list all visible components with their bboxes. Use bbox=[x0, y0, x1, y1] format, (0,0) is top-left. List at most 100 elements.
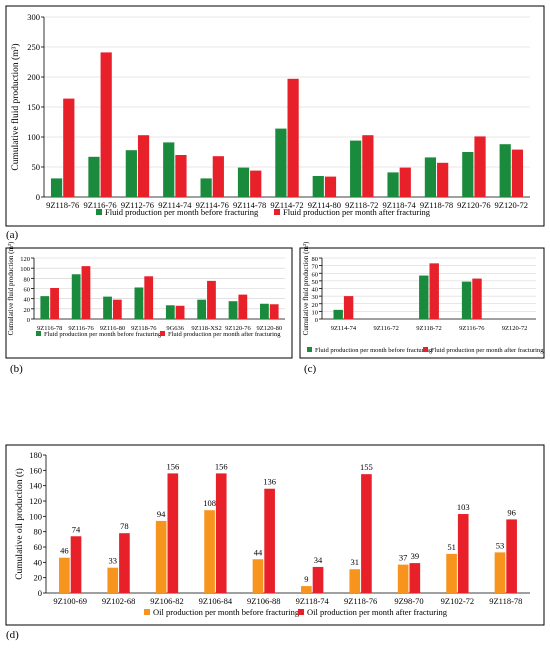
bar-a-s1-11 bbox=[474, 136, 486, 197]
bar-b-s0-5 bbox=[197, 299, 207, 319]
legend-swatch-b-0 bbox=[36, 331, 41, 336]
bar-a-s1-7 bbox=[324, 176, 337, 197]
data-label-d-s0-3: 108 bbox=[203, 498, 216, 508]
y-tick-label-b-3: 60 bbox=[24, 287, 31, 294]
bar-d-s1-1 bbox=[119, 533, 130, 593]
bar-b-s0-2 bbox=[103, 296, 112, 319]
bar-a-s0-1 bbox=[88, 156, 100, 197]
bar-d-s0-3 bbox=[204, 510, 215, 593]
bar-d-s0-2 bbox=[155, 520, 167, 593]
bar-b-s0-0 bbox=[40, 296, 50, 319]
bar-a-s1-2 bbox=[137, 135, 150, 197]
bar-b-s0-6 bbox=[228, 301, 238, 319]
chart-panel-b: 0 20 40 60 80 100 120 Cumulative fluid producti… bbox=[7, 241, 285, 338]
y-tick-label-c-2: 20 bbox=[312, 302, 319, 309]
bar-b-s1-1 bbox=[81, 266, 91, 319]
x-tick-label-d-1: 9Z102-68 bbox=[102, 596, 136, 606]
x-tick-label-b-6: 9Z120-76 bbox=[225, 325, 251, 332]
x-tick-label-d-2: 9Z106-82 bbox=[150, 596, 184, 606]
legend-swatch-d-1 bbox=[298, 609, 304, 615]
x-tick-label-a-7: 9Z114-80 bbox=[308, 200, 341, 210]
bar-a-s0-8 bbox=[350, 140, 362, 197]
panel-label-d: (d) bbox=[6, 629, 19, 641]
y-tick-label-b-4: 80 bbox=[24, 276, 31, 283]
y-tick-label-a-6: 300 bbox=[27, 12, 40, 22]
x-tick-label-d-4: 9Z106-88 bbox=[247, 596, 281, 606]
legend-label-a-1: Fluid production per month after fractur… bbox=[283, 207, 431, 217]
bar-a-s0-0 bbox=[50, 178, 63, 197]
data-label-d-s1-9: 96 bbox=[507, 507, 516, 517]
bar-b-s0-4 bbox=[165, 305, 175, 319]
data-label-d-s1-6: 155 bbox=[360, 462, 373, 472]
bar-a-s1-3 bbox=[175, 155, 187, 197]
data-label-d-s1-2: 156 bbox=[166, 461, 179, 471]
bar-b-s1-4 bbox=[175, 305, 185, 319]
data-label-d-s0-9: 53 bbox=[496, 540, 505, 550]
x-tick-label-a-5: 9Z114-78 bbox=[233, 200, 266, 210]
bar-c-s1-0 bbox=[343, 296, 354, 319]
bar-a-s0-10 bbox=[424, 157, 437, 197]
bar-a-s1-9 bbox=[399, 167, 411, 197]
x-tick-label-b-5: 9Z118-XS2 bbox=[191, 325, 221, 332]
x-tick-label-b-4: 9G636 bbox=[166, 325, 184, 332]
y-axis-label-a: Cumulative fluid production (m³) bbox=[10, 43, 21, 170]
bar-d-s1-2 bbox=[167, 473, 179, 593]
bar-b-s1-6 bbox=[238, 294, 248, 319]
bar-d-s1-4 bbox=[264, 488, 275, 593]
bar-b-s1-0 bbox=[50, 287, 59, 319]
x-tick-label-a-3: 9Z114-74 bbox=[158, 200, 192, 210]
data-label-d-s1-4: 136 bbox=[263, 477, 276, 487]
frame-panel-a bbox=[5, 5, 545, 227]
bar-c-s0-3 bbox=[461, 281, 472, 319]
x-tick-label-a-11: 9Z120-76 bbox=[457, 200, 491, 210]
y-tick-label-a-5: 250 bbox=[27, 42, 40, 52]
y-tick-label-c-4: 40 bbox=[312, 287, 319, 294]
legend-swatch-c-1 bbox=[423, 347, 428, 352]
bar-d-s0-8 bbox=[446, 553, 457, 593]
panel-label-b: (b) bbox=[10, 363, 23, 375]
bar-c-s0-2 bbox=[419, 275, 429, 319]
bar-d-s0-0 bbox=[59, 557, 70, 593]
legend-swatch-c-0 bbox=[307, 347, 312, 352]
bar-a-s0-11 bbox=[462, 152, 474, 197]
y-tick-label-c-8: 80 bbox=[312, 256, 319, 263]
legend-swatch-d-0 bbox=[144, 609, 150, 615]
legend-swatch-a-1 bbox=[274, 209, 280, 215]
legend-label-d-1: Oil production per month after fracturin… bbox=[307, 607, 448, 617]
bar-d-s1-0 bbox=[70, 536, 82, 593]
y-tick-label-d-6: 120 bbox=[29, 496, 42, 506]
data-label-d-s0-5: 9 bbox=[304, 574, 308, 584]
y-tick-label-d-7: 140 bbox=[29, 481, 42, 491]
data-label-d-s1-8: 103 bbox=[457, 502, 470, 512]
y-tick-label-b-5: 100 bbox=[20, 266, 30, 273]
y-axis-label-b: Cumulative fluid production (m³) bbox=[7, 241, 15, 335]
y-tick-label-a-0: 0 bbox=[36, 192, 40, 202]
panel-label-a: (a) bbox=[6, 229, 19, 241]
x-tick-label-a-0: 9Z118-76 bbox=[46, 200, 79, 210]
frame-panel-b bbox=[5, 247, 293, 359]
bar-a-s0-6 bbox=[275, 128, 287, 197]
bar-d-s1-9 bbox=[506, 519, 517, 593]
y-axis-label-c: Cumulative fluid production (m³) bbox=[302, 241, 310, 335]
x-tick-label-b-2: 9Z116-80 bbox=[100, 325, 125, 332]
x-tick-label-c-4: 9Z120-72 bbox=[502, 325, 528, 332]
x-tick-label-b-0: 9Z116-78 bbox=[37, 325, 62, 332]
x-tick-label-c-0: 9Z114-74 bbox=[331, 325, 357, 332]
chart-panel-a: 0 50 100 150 200 250 300 Cumulative fluid produ… bbox=[10, 12, 530, 217]
data-label-d-s0-2: 94 bbox=[157, 509, 166, 519]
y-tick-label-a-2: 100 bbox=[27, 132, 40, 142]
y-tick-label-d-8: 160 bbox=[29, 465, 42, 475]
frame-panel-d bbox=[5, 444, 545, 626]
bar-a-s0-3 bbox=[163, 142, 175, 197]
panel-label-c: (c) bbox=[304, 363, 317, 375]
bar-b-s0-7 bbox=[260, 303, 269, 319]
y-tick-label-b-6: 120 bbox=[20, 256, 30, 263]
x-tick-label-a-2: 9Z112-76 bbox=[121, 200, 154, 210]
y-tick-label-c-5: 50 bbox=[312, 279, 319, 286]
bar-d-s1-8 bbox=[457, 514, 469, 593]
x-tick-label-d-6: 9Z118-76 bbox=[344, 596, 377, 606]
data-label-d-s0-0: 46 bbox=[60, 546, 69, 556]
y-tick-label-c-7: 70 bbox=[312, 264, 319, 271]
y-tick-label-b-1: 20 bbox=[24, 307, 31, 314]
x-tick-label-d-3: 9Z106-84 bbox=[199, 596, 233, 606]
